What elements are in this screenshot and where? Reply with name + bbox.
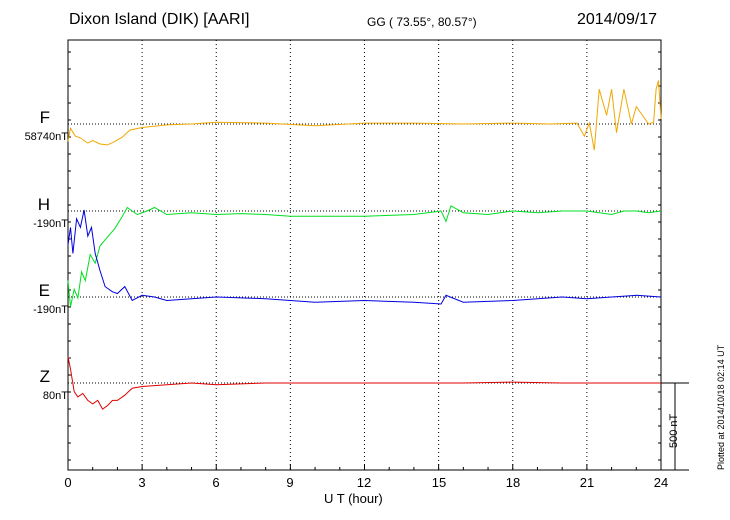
component-label-e: E xyxy=(38,281,50,300)
x-tick-label: 15 xyxy=(431,475,447,490)
x-tick-label: 24 xyxy=(653,475,669,490)
x-tick-label: 18 xyxy=(505,475,521,490)
scale-bar xyxy=(661,382,689,471)
series-line-e xyxy=(67,209,662,305)
x-tick-label: 21 xyxy=(579,475,595,490)
tick-marks xyxy=(67,51,662,470)
series-line-z xyxy=(67,356,661,410)
vertical-gridlines xyxy=(141,40,588,470)
x-axis-label: U T (hour) xyxy=(324,491,383,506)
baseline-label-f: 58740nT xyxy=(24,131,68,143)
data-series xyxy=(67,80,662,410)
component-label-z: Z xyxy=(39,367,50,386)
component-label-f: F xyxy=(39,108,50,127)
x-tick-label: 12 xyxy=(356,475,372,490)
scale-bar-label: 500 nT xyxy=(668,413,680,448)
x-tick-label: 3 xyxy=(138,475,146,490)
x-tick-label: 0 xyxy=(64,475,72,490)
series-line-h xyxy=(67,205,662,307)
series-line-f xyxy=(67,80,662,151)
plot-date: 2014/09/17 xyxy=(577,11,658,28)
station-title: Dixon Island (DIK) [AARI] xyxy=(69,11,250,28)
plotted-timestamp: Plotted at 2014/10/18 02:14 UT xyxy=(716,344,726,470)
baseline-label-e: -190nT xyxy=(33,304,68,316)
baseline-label-z: 80nT xyxy=(42,390,68,402)
x-tick-label: 9 xyxy=(286,475,294,490)
x-tick-label: 6 xyxy=(212,475,220,490)
component-label-h: H xyxy=(37,195,50,214)
baseline-label-h: -190nT xyxy=(33,218,68,230)
geographic-coordinates: GG ( 73.55°, 80.57°) xyxy=(367,15,477,29)
